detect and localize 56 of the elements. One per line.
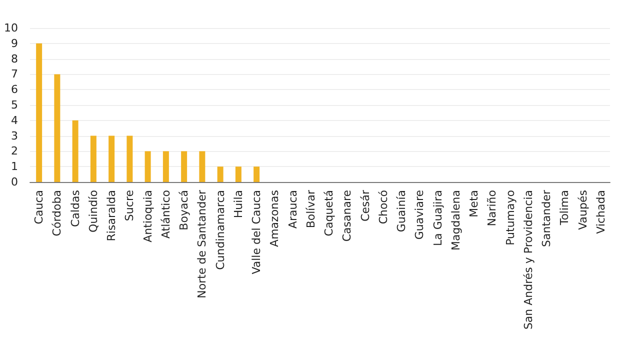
x-tick-label: Cauca [32, 190, 46, 224]
x-tick-label: Risaralda [105, 190, 118, 242]
x-tick-label: Casanare [340, 190, 354, 242]
bar [144, 151, 151, 182]
x-tick-label: Quindío [86, 190, 100, 232]
x-tick-label: Caquetá [322, 190, 336, 236]
y-tick-label: 6 [11, 83, 18, 96]
bar [90, 136, 96, 182]
x-tick-label: Cundinamarca [214, 190, 227, 270]
y-tick-label: 10 [4, 22, 18, 34]
bar [108, 136, 115, 182]
y-tick-label: 8 [11, 52, 18, 66]
bar [72, 120, 78, 182]
x-tick-label: Vichada [594, 190, 608, 234]
y-tick-label: 4 [11, 114, 18, 127]
y-tick-label: 1 [11, 160, 18, 174]
x-tick-label: Boyacá [178, 190, 191, 230]
x-tick-label: Caldas [68, 190, 82, 227]
x-tick-label: Meta [468, 190, 481, 218]
bar [162, 151, 169, 182]
bar [54, 74, 60, 182]
x-tick-label: Atlántico [159, 190, 172, 239]
x-tick-label: Valle del Cauca [250, 190, 264, 274]
y-tick-label: 7 [11, 68, 18, 81]
x-tick-label: Bolívar [304, 190, 318, 228]
bar [36, 43, 42, 182]
y-tick-label: 0 [11, 176, 18, 188]
x-tick-label: Córdoba [50, 190, 64, 236]
bar [235, 166, 242, 182]
x-tick-label: Arauca [286, 190, 300, 229]
x-tick-label: Cesár [358, 190, 372, 222]
x-tick-label: Huila [232, 190, 245, 218]
bar [254, 166, 260, 182]
y-tick-label: 3 [11, 129, 18, 142]
x-tick-label: Amazonas [268, 190, 282, 247]
bar [217, 166, 224, 182]
x-tick-label: Vaupés [576, 190, 590, 230]
bar [126, 136, 133, 182]
x-tick-label: Guaviare [413, 190, 426, 240]
bar [199, 151, 206, 182]
x-tick-label: Sucre [123, 190, 136, 222]
bar [181, 151, 188, 182]
x-tick-label: Magdalena [449, 190, 462, 250]
x-tick-label: Norte de Santander [196, 190, 209, 298]
y-tick-label: 5 [11, 98, 18, 112]
y-tick-label: 2 [11, 144, 18, 158]
y-tick-label: 9 [11, 36, 18, 50]
x-tick-label: Tolima [558, 190, 572, 226]
x-tick-label: La Guajira [431, 190, 444, 246]
x-tick-label: Santander [540, 190, 554, 247]
x-tick-label: Nariño [486, 190, 499, 226]
x-tick-label: Chocó [376, 190, 390, 224]
x-tick-label: Putumayo [504, 190, 517, 246]
x-tick-label: Guainía [395, 190, 408, 232]
x-tick-label: San Andrés y Providencia [522, 190, 535, 330]
x-tick-label: Antioquia [141, 190, 154, 242]
